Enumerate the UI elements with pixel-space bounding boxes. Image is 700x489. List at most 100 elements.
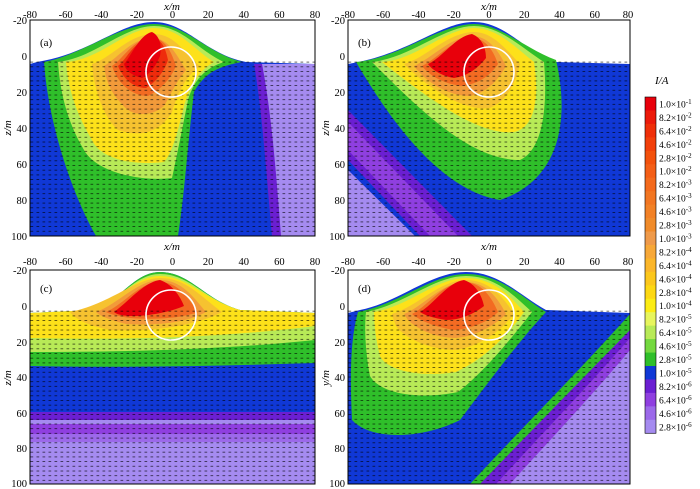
- anomaly-circle: [463, 46, 515, 98]
- anomaly-circle: [145, 46, 197, 98]
- y-tick-labels: -20 0 20 40 60 80 100: [11, 16, 27, 243]
- colorbar-swatch: [645, 325, 656, 340]
- colorbar-tick-label: 4.6×10-6: [659, 407, 692, 420]
- panel-a: (a) x/m z/m -80 -60 -40 -20 0 20 40 60 8…: [2, 1, 320, 243]
- y-tick-label: 20: [335, 338, 346, 349]
- y-tick-label: 20: [335, 88, 346, 99]
- x-tick-label: 60: [590, 10, 601, 21]
- colorbar-swatch: [645, 258, 656, 273]
- colorbar-tick-label: 2.8×10-4: [659, 286, 692, 299]
- colorbar-tick-label: 2.8×10-5: [659, 354, 692, 367]
- colorbar-swatch: [645, 150, 656, 165]
- x-tick-label: 80: [623, 257, 634, 268]
- y-tick-label: 0: [340, 302, 345, 313]
- x-tick-label: 40: [239, 10, 250, 21]
- y-tick-label: 40: [17, 373, 28, 384]
- x-axis-label: x/m: [163, 1, 180, 13]
- colorbar-swatch: [645, 312, 656, 327]
- x-tick-label: -80: [341, 10, 355, 21]
- x-tick-label: 20: [519, 257, 530, 268]
- y-tick-label: 40: [335, 124, 346, 135]
- colorbar-title: I/A: [654, 75, 669, 87]
- x-tick-labels: -80 -60 -40 -20 0 20 40 60 80: [341, 257, 633, 268]
- colorbar-swatch: [645, 366, 656, 380]
- x-tick-label: -80: [23, 10, 37, 21]
- x-tick-label: -20: [130, 257, 144, 268]
- y-axis-label: z/m: [320, 120, 332, 136]
- x-tick-label: -20: [447, 257, 461, 268]
- colorbar-tick-label: 4.6×10-2: [659, 138, 692, 151]
- y-tick-label: 80: [335, 444, 346, 455]
- y-tick-label: 20: [17, 88, 28, 99]
- colorbar-tick-label: 6.4×10-6: [659, 394, 692, 407]
- colorbar-tick-label: 1.0×10-3: [659, 232, 692, 245]
- colorbar-swatch: [645, 204, 656, 219]
- colorbar-tick-label: 8.2×10-2: [659, 111, 692, 124]
- panel-label: (d): [358, 283, 371, 295]
- y-tick-labels: -20 0 20 40 60 80 100: [329, 16, 345, 243]
- plot-frame: [29, 269, 316, 485]
- colorbar-tick-label: 4.6×10-5: [659, 340, 692, 353]
- y-tick-label: 60: [17, 160, 28, 171]
- x-tick-labels: -80 -60 -40 -20 0 20 40 60 80: [341, 10, 633, 21]
- colorbar-swatch: [645, 137, 656, 152]
- plot-frame: [347, 19, 631, 237]
- colorbar-labels: 1.0×10-18.2×10-26.4×10-24.6×10-22.8×10-2…: [659, 98, 692, 433]
- y-tick-label: 100: [329, 479, 345, 489]
- y-tick-label: 40: [335, 373, 346, 384]
- colorbar-tick-label: 4.6×10-3: [659, 206, 692, 219]
- x-tick-label: -40: [94, 257, 108, 268]
- panel-label: (b): [358, 37, 371, 49]
- y-tick-label: 20: [17, 338, 28, 349]
- y-tick-label: 0: [340, 52, 345, 63]
- y-tick-labels: -20 0 20 40 60 80 100: [11, 266, 27, 489]
- colorbar-tick-label: 2.8×10-3: [659, 219, 692, 232]
- colorbar-tick-label: 1.0×10-2: [659, 165, 692, 178]
- x-tick-label: -80: [23, 257, 37, 268]
- y-tick-label: 60: [335, 409, 346, 420]
- x-tick-label: 60: [274, 257, 285, 268]
- colorbar-tick-label: 6.4×10-2: [659, 125, 692, 138]
- x-tick-label: 0: [170, 257, 175, 268]
- panel-label: (c): [40, 283, 53, 295]
- colorbar-frame: [644, 96, 657, 434]
- x-tick-label: 0: [486, 10, 491, 21]
- colorbar-swatch: [645, 123, 656, 138]
- x-tick-label: 40: [239, 257, 250, 268]
- x-tick-label: 0: [170, 10, 175, 21]
- x-tick-label: -20: [130, 10, 144, 21]
- x-tick-label: 20: [203, 257, 214, 268]
- y-tick-label: -20: [13, 16, 27, 27]
- panel-label: (a): [40, 37, 53, 49]
- y-tick-label: 80: [335, 196, 346, 207]
- anomaly-circle: [145, 289, 197, 341]
- x-tick-label: 80: [310, 10, 321, 21]
- colorbar-swatch: [645, 352, 656, 367]
- plot-frame: [347, 269, 631, 485]
- x-tick-label: -40: [412, 10, 426, 21]
- y-axis-label: y/m: [320, 370, 332, 387]
- colorbar-tick-label: 6.4×10-3: [659, 192, 692, 205]
- x-tick-label: -40: [94, 10, 108, 21]
- y-tick-label: -20: [331, 266, 345, 277]
- x-axis-label: x/m: [480, 241, 497, 253]
- colorbar-tick-label: 8.2×10-3: [659, 179, 692, 192]
- x-tick-label: 0: [486, 257, 491, 268]
- colorbar-tick-label: 2.8×10-2: [659, 152, 692, 165]
- y-tick-label: 100: [11, 479, 27, 489]
- y-tick-label: -20: [13, 266, 27, 277]
- y-tick-label: 0: [22, 52, 27, 63]
- y-tick-label: 80: [17, 196, 28, 207]
- x-axis-label: x/m: [480, 1, 497, 13]
- colorbar: I/A 1.0×10-18.2×10-26.4×10-24.6×10-22.8×…: [644, 75, 692, 434]
- x-tick-label: 40: [554, 10, 565, 21]
- y-tick-label: 80: [17, 444, 28, 455]
- y-tick-label: 100: [329, 232, 345, 243]
- panel-b: (b) x/m z/m -80 -60 -40 -20 0 20 40 60 8…: [320, 1, 633, 243]
- colorbar-tick-label: 1.0×10-1: [659, 98, 692, 111]
- colorbar-swatch: [645, 177, 656, 192]
- x-tick-label: -60: [59, 10, 73, 21]
- colorbar-tick-label: 2.8×10-6: [659, 421, 692, 434]
- colorbar-tick-label: 8.2×10-5: [659, 313, 692, 326]
